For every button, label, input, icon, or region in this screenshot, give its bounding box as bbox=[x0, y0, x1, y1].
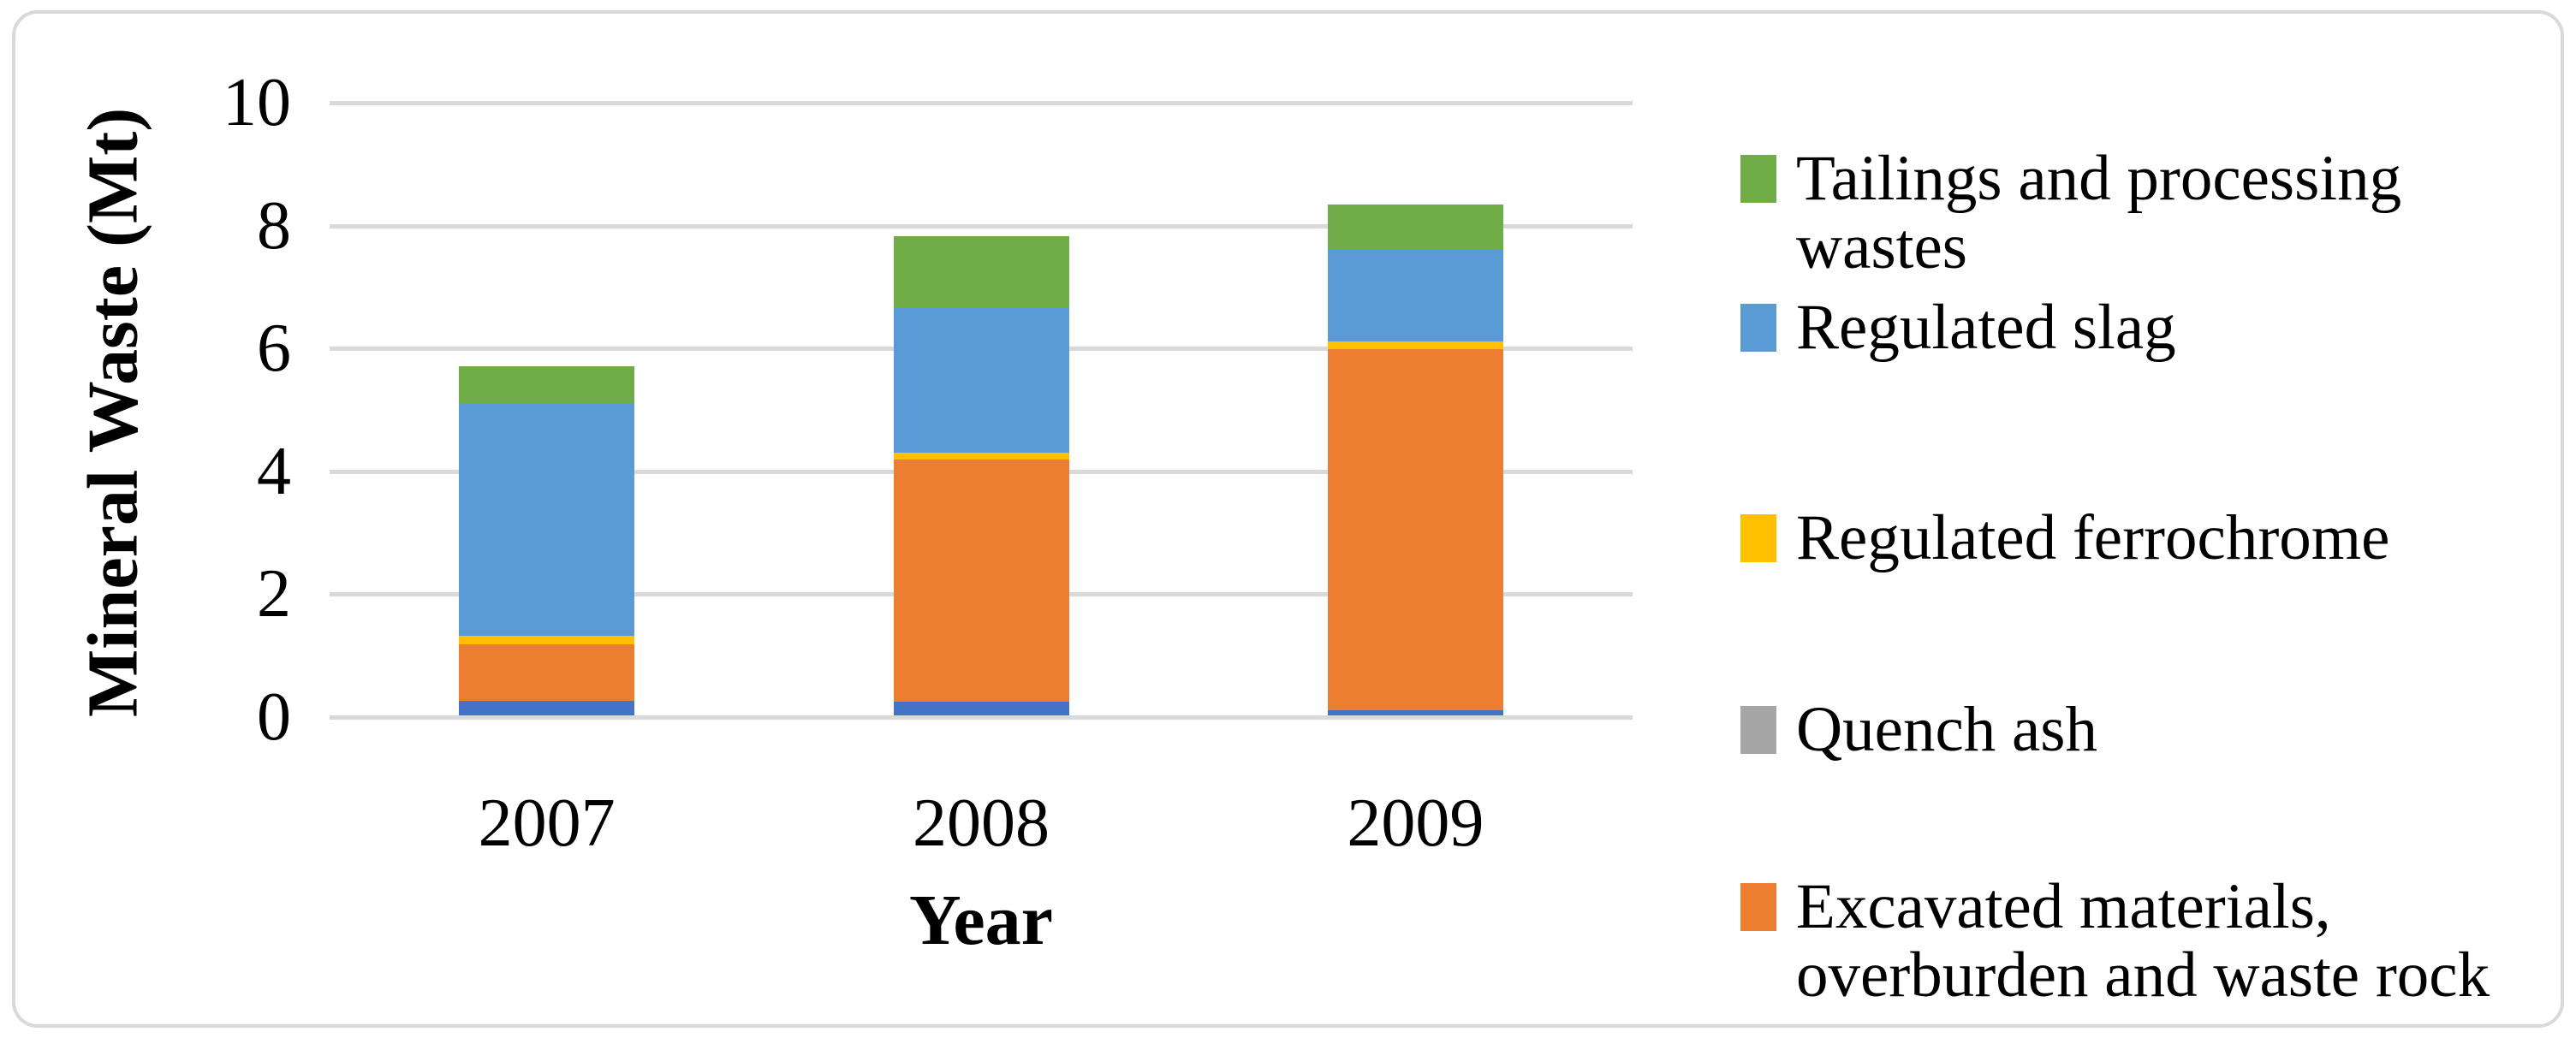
y-tick-label-8: 8 bbox=[257, 187, 291, 264]
legend-swatch-icon bbox=[1740, 883, 1776, 931]
bar-2009-segment-tailings-and-processing-wastes[interactable] bbox=[1327, 204, 1503, 250]
legend-label: Regulated ferrochrome bbox=[1796, 502, 2390, 573]
bar-2009-segment-series-0[interactable] bbox=[1327, 710, 1503, 715]
gridline-y-10 bbox=[330, 101, 1633, 105]
bar-2009-segment-regulated-ferrochrome[interactable] bbox=[1327, 341, 1503, 350]
y-tick-label-0: 0 bbox=[257, 679, 291, 755]
legend: Tailings and processing wastes Regulated … bbox=[1740, 0, 2545, 1038]
legend-swatch-icon bbox=[1740, 514, 1776, 562]
x-axis-title: Year bbox=[909, 881, 1053, 960]
legend-label: Excavated materials, overburden and wast… bbox=[1796, 871, 2490, 1011]
y-tick-label-2: 2 bbox=[257, 556, 291, 632]
bar-2008-segment-series-0[interactable] bbox=[893, 702, 1069, 715]
x-tick-label-2008: 2008 bbox=[913, 786, 1050, 861]
legend-label: Tailings and processing wastes bbox=[1796, 143, 2402, 282]
x-tick-label-2007: 2007 bbox=[478, 786, 616, 861]
gridline-y-0 bbox=[330, 715, 1633, 720]
bar-2007-segment-regulated-slag[interactable] bbox=[459, 403, 635, 637]
bar-2008 bbox=[893, 101, 1069, 715]
bar-2007-segment-tailings-and-processing-wastes[interactable] bbox=[459, 366, 635, 404]
bar-2008-segment-regulated-slag[interactable] bbox=[893, 307, 1069, 453]
bar-2008-segment-tailings-and-processing-wastes[interactable] bbox=[893, 235, 1069, 308]
legend-swatch-icon bbox=[1740, 706, 1776, 754]
y-tick-label-4: 4 bbox=[257, 433, 291, 509]
legend-label: Quench ash bbox=[1796, 694, 2097, 765]
legend-label: Regulated slag bbox=[1796, 292, 2176, 363]
bar-2007 bbox=[459, 101, 635, 715]
legend-swatch-icon bbox=[1740, 304, 1776, 352]
y-tick-label-6: 6 bbox=[257, 311, 291, 387]
chart-border bbox=[12, 10, 2564, 1028]
bar-2008-segment-excavated-materials-overburden-and-waste-rock[interactable] bbox=[893, 459, 1069, 703]
plot-area bbox=[330, 101, 1633, 721]
bar-2007-segment-series-0[interactable] bbox=[459, 700, 635, 715]
bar-2009 bbox=[1327, 101, 1503, 715]
gridline-y-8 bbox=[330, 223, 1633, 228]
bar-2009-segment-regulated-slag[interactable] bbox=[1327, 249, 1503, 342]
bar-2008-segment-regulated-ferrochrome[interactable] bbox=[893, 452, 1069, 460]
bar-2007-segment-excavated-materials-overburden-and-waste-rock[interactable] bbox=[459, 644, 635, 701]
bar-2009-segment-excavated-materials-overburden-and-waste-rock[interactable] bbox=[1327, 349, 1503, 711]
bar-2007-segment-regulated-ferrochrome[interactable] bbox=[459, 636, 635, 645]
legend-swatch-icon bbox=[1740, 155, 1776, 203]
y-tick-label-10: 10 bbox=[223, 65, 291, 140]
x-tick-label-2009: 2009 bbox=[1347, 786, 1484, 861]
